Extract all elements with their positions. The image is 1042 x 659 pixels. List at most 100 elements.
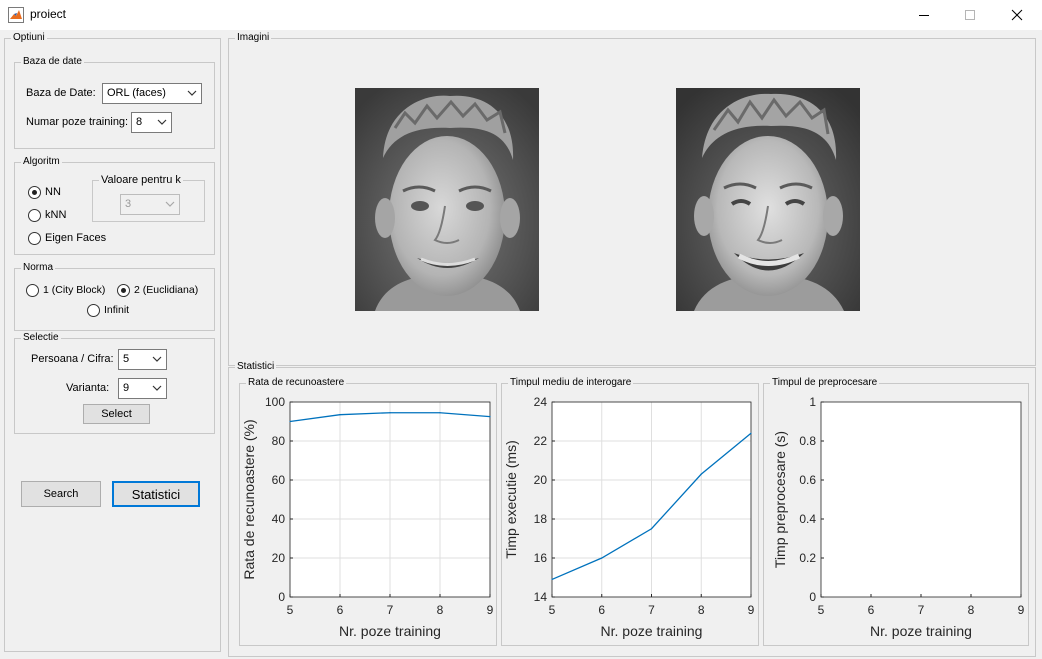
x-tick-label: 5 [818,603,825,617]
x-tick-label: 7 [387,603,394,617]
data-point [489,416,491,418]
radio-norm-euclidian[interactable] [117,284,130,297]
x-tick-label: 9 [487,603,494,617]
y-tick-label: 0.2 [799,551,816,565]
y-axis-label: Rata de recunoastere (%) [241,419,257,579]
x-tick-label: 5 [287,603,294,617]
chevron-down-icon [152,385,162,391]
close-button[interactable] [994,0,1040,30]
database-select-value: ORL (faces) [107,87,166,99]
k-value-group: Valoare pentru k 3 [92,174,205,222]
variant-select[interactable]: 9 [118,378,167,399]
x-axis-label: Nr. poze training [870,623,972,639]
radio-norm-euclidian-label: 2 (Euclidiana) [134,284,199,296]
norm-group: Norma 1 (City Block) 2 (Euclidiana) Infi… [14,262,215,331]
norm-group-title: Norma [21,262,56,274]
chevron-down-icon [157,119,167,125]
k-value-select[interactable]: 3 [120,194,180,215]
y-tick-label: 40 [272,512,286,526]
maximize-button[interactable] [947,0,993,30]
radio-norm-city-block[interactable] [26,284,39,297]
y-axis-label: Timp executie (ms) [503,440,519,559]
person-label: Persoana / Cifra: [31,353,114,365]
plot-area-preprocessing [821,402,1021,597]
x-tick-label: 8 [968,603,975,617]
window-title: proiect [30,7,67,21]
training-count-label: Numar poze training: [26,116,129,128]
matlab-app-icon [8,7,24,23]
chart-panel-recognition: Rata de recunoastere [239,377,497,646]
radio-nn[interactable] [28,186,41,199]
chart-panel-preprocessing-title: Timpul de preprocesare [770,377,880,389]
database-group: Baza de date Baza de Date: ORL (faces) N… [14,56,215,149]
radio-nn-label: NN [45,186,61,198]
x-axis-label: Nr. poze training [339,623,441,639]
training-count-select[interactable]: 8 [131,112,172,133]
select-button[interactable]: Select [83,404,150,424]
data-point [289,420,291,423]
k-value-value: 3 [125,198,132,210]
y-tick-label: 16 [534,551,548,565]
search-button[interactable]: Search [21,481,101,507]
y-tick-label: 100 [265,395,285,409]
y-tick-label: 0 [278,590,285,604]
x-tick-label: 7 [648,603,655,617]
chart-panel-recognition-title: Rata de recunoastere [246,377,347,389]
variant-label: Varianta: [66,382,110,394]
chart-panel-query-time: Timpul mediu de interogare [501,377,759,646]
y-tick-label: 60 [272,473,286,487]
data-point [700,473,702,475]
x-tick-label: 5 [549,603,556,617]
x-tick-label: 8 [437,603,444,617]
query-face-image [355,88,539,311]
statistics-panel: Statistici [228,361,1036,657]
y-tick-label: 0 [809,590,816,604]
chart-panel-query-time-title: Timpul mediu de interogare [508,377,634,389]
x-tick-label: 6 [598,603,605,617]
minimize-icon [919,15,929,16]
y-tick-label: 0.6 [799,473,816,487]
y-tick-label: 20 [534,473,548,487]
chart-panel-preprocessing: Timpul de preprocesare [763,377,1029,646]
algorithm-group-title: Algoritm [21,156,62,168]
y-tick-label: 14 [534,590,548,604]
maximize-icon [965,10,975,20]
y-tick-label: 22 [534,434,548,448]
options-panel: Optiuni Baza de date Baza de Date: ORL (… [4,32,221,652]
x-tick-label: 7 [918,603,925,617]
person-select[interactable]: 5 [118,349,167,370]
matched-face-image [676,88,860,311]
x-tick-label: 6 [868,603,875,617]
radio-eigen-faces[interactable] [28,232,41,245]
selection-group-title: Selectie [21,332,61,344]
database-select[interactable]: ORL (faces) [102,83,202,104]
person-select-value: 5 [123,353,130,365]
chevron-down-icon [187,90,197,96]
y-axis-label: Timp preprocesare (s) [772,431,788,568]
x-tick-label: 8 [698,603,705,617]
data-point [750,432,752,434]
y-tick-label: 0.8 [799,434,816,448]
images-panel: Imagini [228,32,1036,366]
x-tick-label: 9 [748,603,755,617]
minimize-button[interactable] [901,0,947,30]
data-point [650,528,653,530]
title-bar [0,0,1042,30]
radio-norm-infinit[interactable] [87,304,100,317]
statistics-button[interactable]: Statistici [112,481,200,507]
chevron-down-icon [152,356,162,362]
y-tick-label: 20 [272,551,286,565]
y-tick-label: 0.4 [799,512,816,526]
training-count-value: 8 [136,116,143,128]
close-icon [1011,9,1023,21]
images-panel-title: Imagini [235,32,272,44]
radio-knn[interactable] [28,209,41,222]
database-group-title: Baza de date [21,56,84,68]
data-point [389,412,391,414]
data-point [551,578,553,581]
radio-norm-infinit-label: Infinit [104,304,130,316]
database-label: Baza de Date: [26,87,96,99]
x-tick-label: 9 [1018,603,1025,617]
y-tick-label: 18 [534,512,548,526]
data-point [601,557,603,559]
